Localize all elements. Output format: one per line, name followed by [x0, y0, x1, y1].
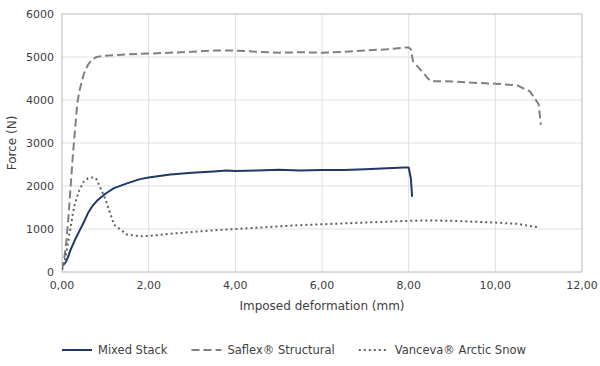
- chart: 0,00 2,00 4,00 6,00 8,00 10,00 12,00 0 1000 2000 3…: [0, 0, 600, 366]
- legend-swatch: [62, 349, 92, 351]
- series-line: [62, 48, 541, 270]
- x-tick-label: 2,00: [136, 279, 161, 292]
- x-axis-label: Imposed deformation (mm): [239, 299, 404, 313]
- x-tick-label: 6,00: [310, 279, 335, 292]
- x-tick-label: 10,00: [480, 279, 512, 292]
- x-tick-label: 8,00: [396, 279, 421, 292]
- grid: [62, 14, 582, 272]
- y-tick-label: 6000: [26, 8, 54, 21]
- legend: Mixed Stack Saflex® Structural Vanceva® Ar…: [62, 343, 526, 357]
- y-grid-line: [62, 186, 582, 187]
- x-tick-label: 12,00: [566, 279, 598, 292]
- y-grid-line: [62, 100, 582, 101]
- y-grid-line: [62, 143, 582, 144]
- y-grid-line: [62, 229, 582, 230]
- y-tick-label: 5000: [26, 51, 54, 64]
- y-axis-label: Force (N): [5, 116, 19, 171]
- legend-swatch: [359, 349, 389, 351]
- legend-label: Vanceva® Arctic Snow: [395, 343, 526, 357]
- y-tick-label: 3000: [26, 137, 54, 150]
- plot-frame: [62, 14, 582, 272]
- y-tick-label: 0: [47, 266, 54, 279]
- y-tick-label: 1000: [26, 223, 54, 236]
- legend-label: Saflex® Structural: [227, 343, 334, 357]
- y-tick-label: 4000: [26, 94, 54, 107]
- x-tick-label: 0,00: [50, 279, 75, 292]
- legend-label: Mixed Stack: [98, 343, 168, 357]
- y-grid-line: [62, 57, 582, 58]
- lines: [62, 48, 541, 270]
- legend-swatch: [191, 349, 221, 351]
- y-tick-label: 2000: [26, 180, 54, 193]
- series-line: [62, 177, 539, 269]
- series-line: [62, 168, 412, 266]
- x-tick-label: 4,00: [223, 279, 248, 292]
